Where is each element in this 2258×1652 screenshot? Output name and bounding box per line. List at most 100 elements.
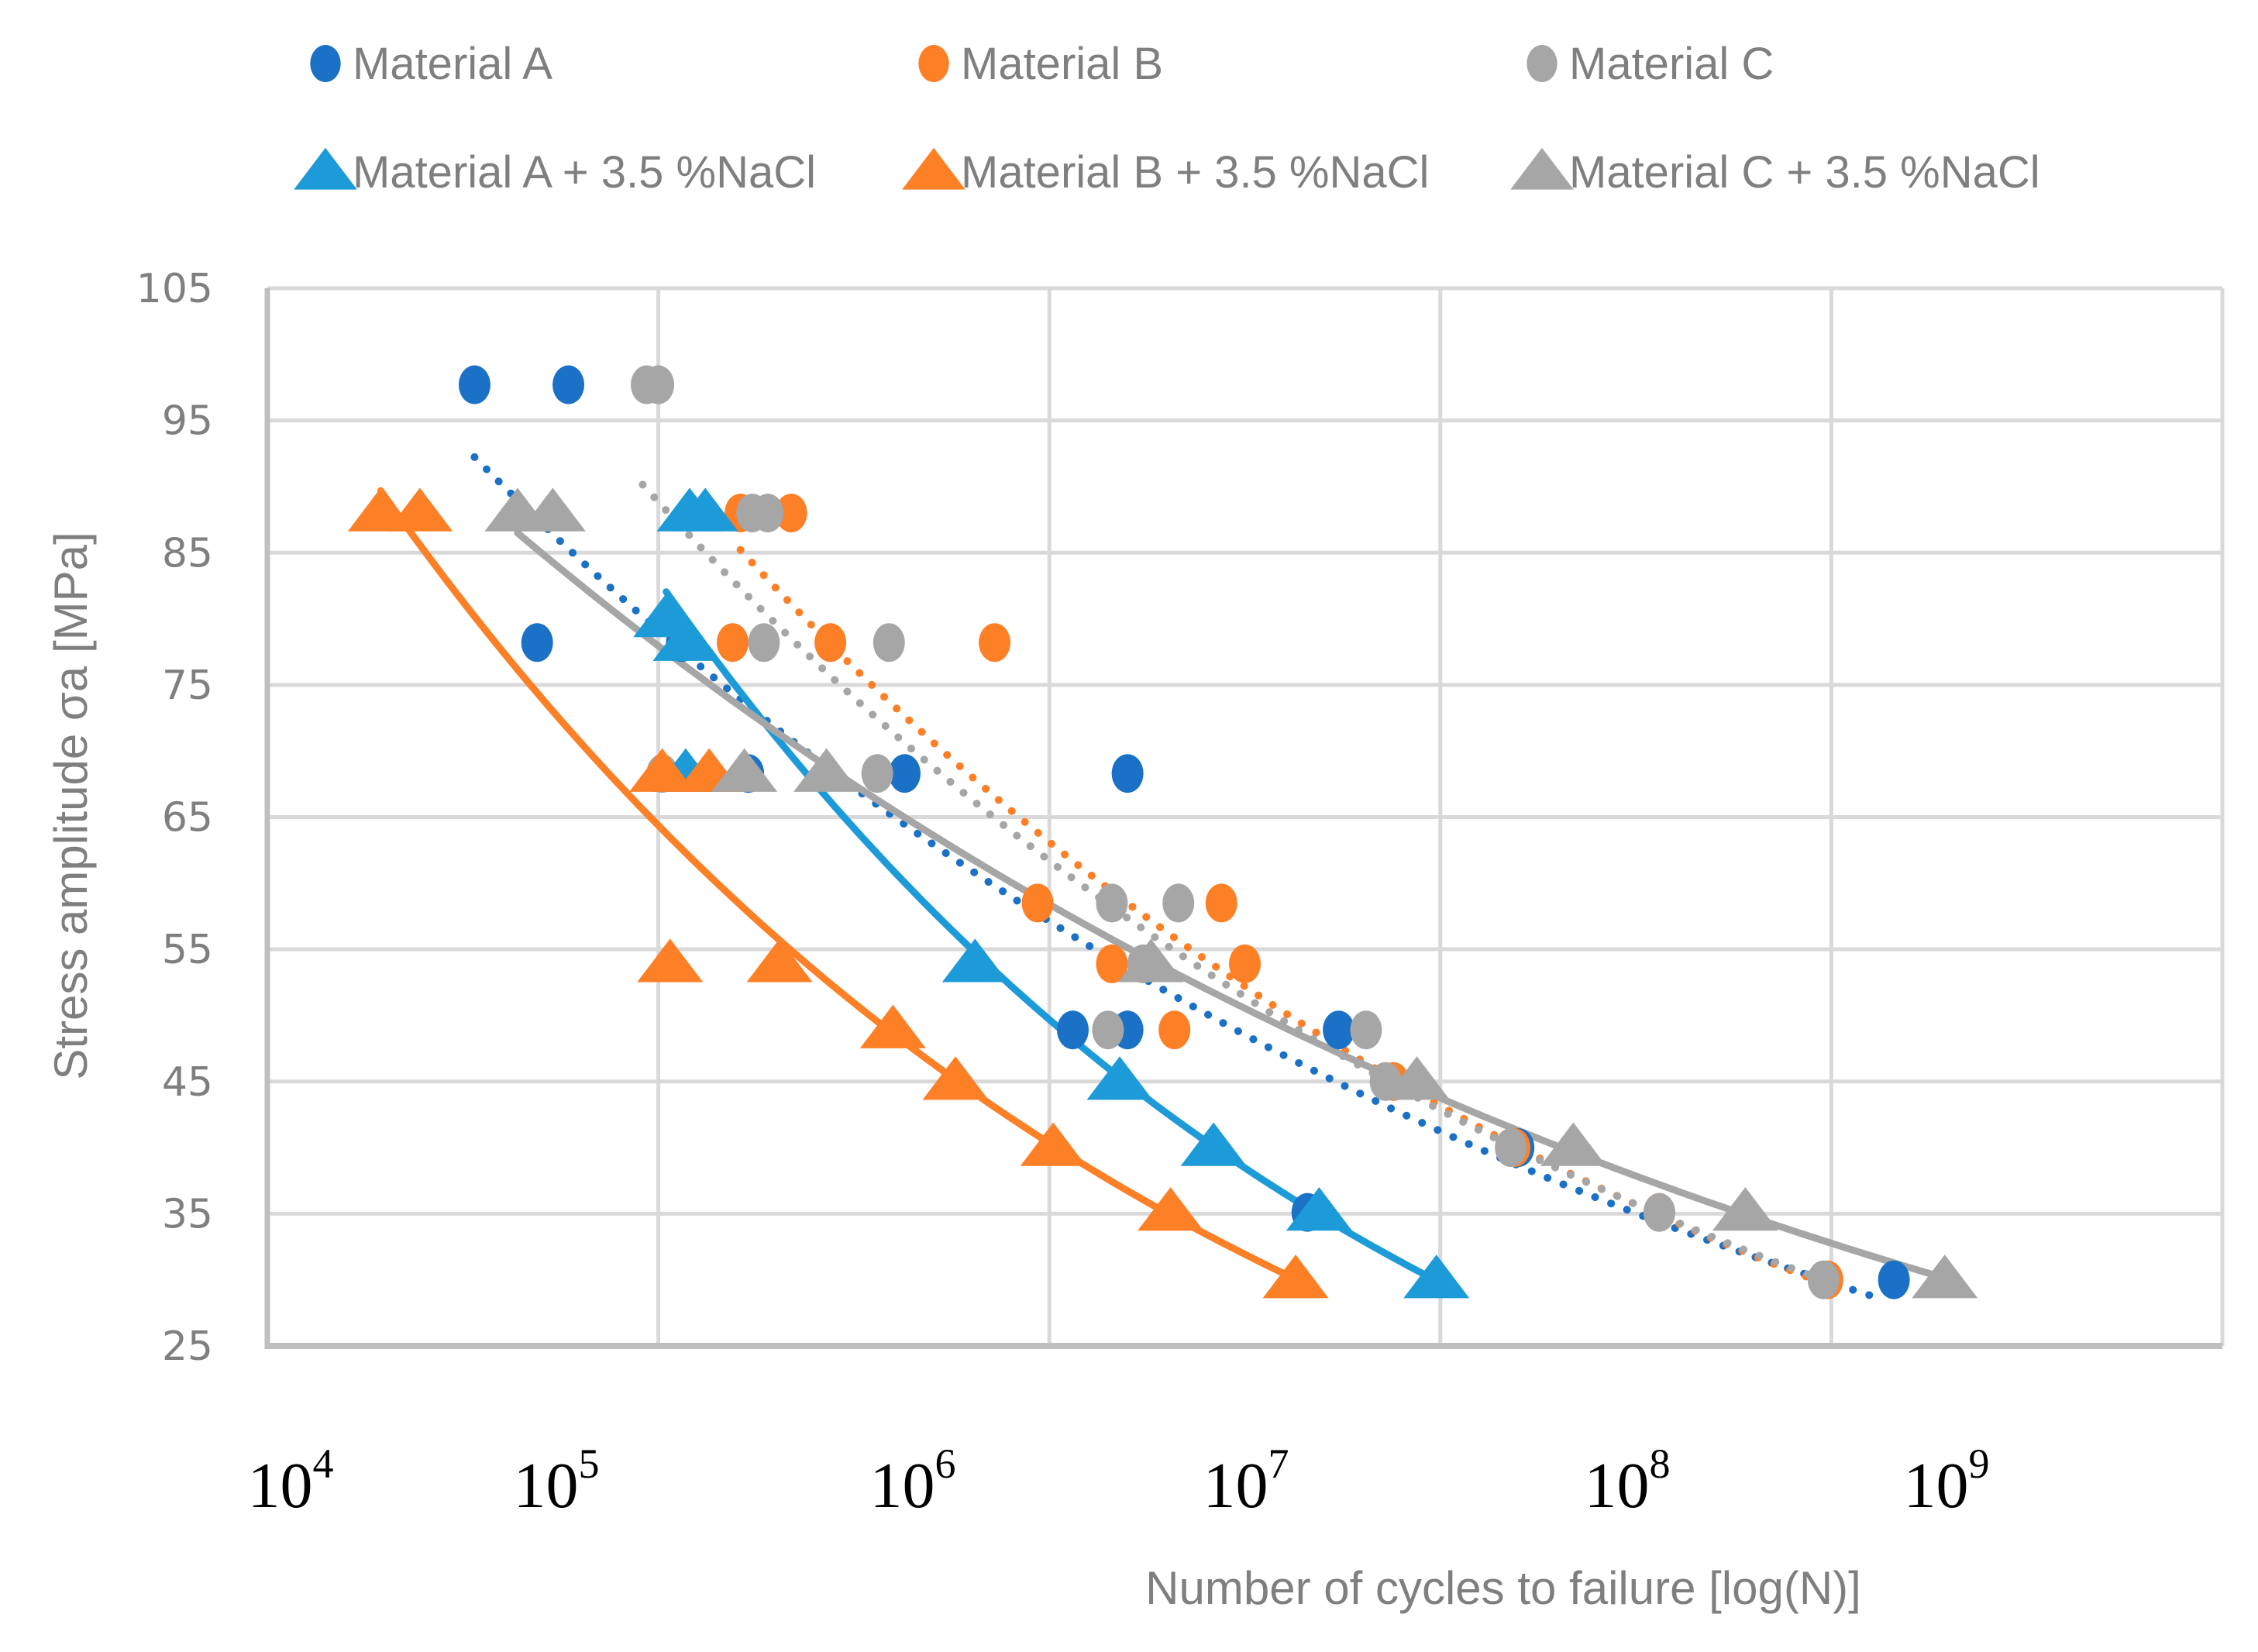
data-point — [1262, 1254, 1329, 1299]
data-point — [1712, 1187, 1778, 1231]
data-point — [642, 365, 675, 404]
data-point — [672, 487, 738, 532]
y-tick-label: 75 — [162, 663, 213, 709]
y-tick-label: 35 — [162, 1191, 213, 1237]
data-point — [1350, 1010, 1382, 1050]
data-point — [1643, 1193, 1675, 1232]
legend-label: Material A — [353, 39, 552, 89]
x-tick-label: 108 — [1585, 1440, 1671, 1522]
legend-item: Material A + 3.5 %NaCl — [294, 147, 816, 198]
trendline-material-b-3-5-nacl — [377, 487, 1299, 1283]
trendline-material-c-3-5-nacl — [514, 529, 1949, 1282]
x-tick-label: 105 — [514, 1440, 600, 1522]
series-material-b — [716, 494, 1843, 1299]
data-point — [387, 487, 453, 532]
y-axis-tick-labels: 105 95 85 75 65 55 45 35 25 — [136, 266, 213, 1370]
data-point — [521, 623, 553, 663]
data-point — [1286, 1187, 1352, 1231]
data-point — [922, 1056, 989, 1100]
trendlines — [377, 453, 1949, 1303]
x-tick-label: 107 — [1203, 1440, 1289, 1522]
trendline-material-a — [470, 453, 1886, 1303]
data-point — [1092, 1010, 1124, 1050]
data-point — [1878, 1260, 1910, 1299]
data-point — [888, 754, 921, 793]
data-point — [1096, 944, 1128, 983]
data-point — [748, 623, 780, 663]
data-point — [979, 623, 1011, 663]
data-point — [1912, 1254, 1978, 1299]
legend-label: Material C — [1569, 39, 1774, 89]
triangle-marker-icon — [294, 147, 357, 190]
data-point — [458, 365, 490, 404]
data-point — [746, 938, 813, 983]
data-point — [652, 617, 719, 661]
data-point — [637, 938, 704, 983]
y-tick-label: 55 — [162, 927, 213, 973]
data-point — [1162, 883, 1195, 923]
data-point — [814, 623, 847, 663]
y-tick-label: 95 — [162, 398, 213, 445]
data-point — [1056, 1010, 1089, 1050]
data-point — [1111, 754, 1144, 793]
legend-label: Material B + 3.5 %NaCl — [961, 147, 1429, 198]
trendline-material-b — [736, 546, 1832, 1289]
data-point — [859, 1004, 926, 1048]
data-point — [752, 494, 784, 533]
y-tick-label: 105 — [136, 266, 213, 312]
data-point — [1323, 1010, 1355, 1050]
x-tick-label: 104 — [248, 1440, 334, 1522]
data-point — [1540, 1122, 1606, 1166]
triangle-marker-icon — [902, 147, 966, 190]
y-tick-label: 25 — [162, 1323, 213, 1370]
data-point — [1403, 1254, 1470, 1299]
data-point — [519, 487, 586, 532]
circle-marker-icon — [918, 45, 949, 82]
legend-item: Material C — [1527, 39, 1774, 89]
data-point — [873, 623, 905, 663]
data-point — [1117, 938, 1184, 983]
legend-label: Material A + 3.5 %NaCl — [353, 147, 816, 198]
data-point — [1021, 883, 1054, 923]
data-point — [1086, 1056, 1153, 1100]
triangle-marker-icon — [1510, 147, 1574, 190]
data-point — [1020, 1122, 1086, 1166]
data-point — [1384, 1056, 1451, 1100]
series-material-b-3-5-nacl — [347, 487, 1329, 1299]
data-point — [793, 748, 860, 792]
data-point — [775, 494, 807, 533]
data-point — [1180, 1122, 1247, 1166]
data-point — [552, 365, 585, 404]
y-tick-label: 65 — [162, 795, 213, 841]
x-tick-label: 109 — [1904, 1440, 1990, 1522]
data-point — [941, 938, 1008, 983]
data-point — [1495, 1128, 1527, 1168]
data-point — [629, 748, 696, 792]
data-point — [1138, 1187, 1204, 1231]
data-point — [1096, 883, 1128, 923]
y-axis-title: Stress amplitude σa [MPa] — [45, 532, 97, 1079]
data-point — [861, 754, 893, 793]
plot-grid — [264, 286, 2225, 1349]
circle-marker-icon — [1527, 45, 1558, 82]
legend: Material A Material B Material C Material A… — [294, 39, 2040, 198]
y-tick-label: 85 — [162, 530, 213, 576]
data-point — [716, 623, 749, 663]
series-material-c-3-5-nacl — [484, 487, 1978, 1299]
data-point — [711, 748, 778, 792]
legend-label: Material B — [961, 39, 1163, 89]
x-tick-label: 106 — [870, 1440, 956, 1522]
data-point — [1205, 883, 1237, 923]
data-point — [1807, 1260, 1840, 1299]
legend-item: Material B — [918, 39, 1163, 89]
trendline-material-a-3-5-nacl — [663, 588, 1441, 1285]
y-tick-label: 45 — [162, 1059, 213, 1106]
data-point — [1158, 1010, 1191, 1050]
data-point — [1229, 944, 1261, 983]
legend-item: Material A — [310, 39, 552, 89]
data-points — [347, 365, 1978, 1299]
legend-item: Material B + 3.5 %NaCl — [902, 147, 1429, 198]
legend-label: Material C + 3.5 %NaCl — [1569, 147, 2040, 198]
x-axis-title: Number of cycles to failure [log(N)] — [1145, 1562, 1861, 1614]
